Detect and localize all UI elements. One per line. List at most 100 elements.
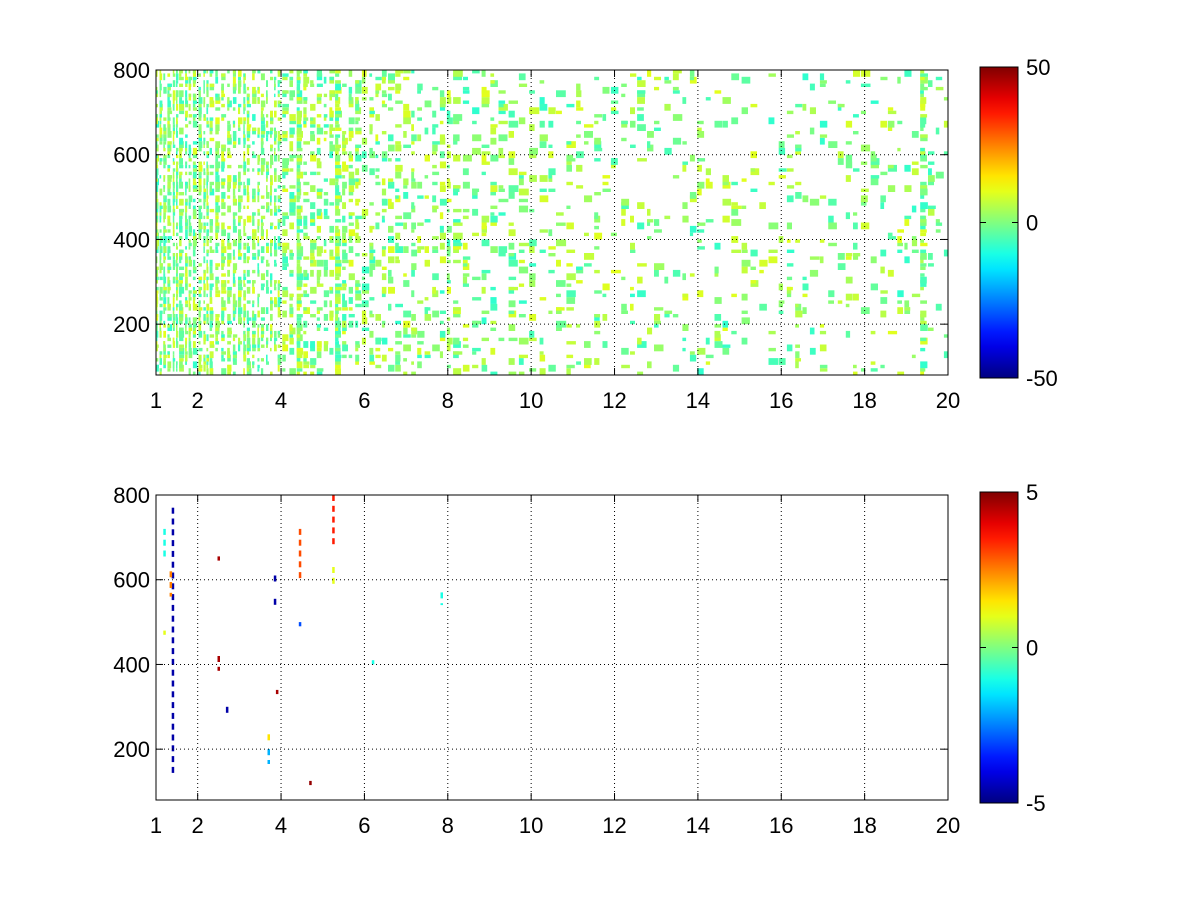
heatmap-cell [310, 154, 317, 162]
heatmap-cell [209, 70, 214, 74]
heatmap-cell [342, 147, 346, 152]
heatmap-cell [316, 127, 324, 135]
heatmap-cell [594, 137, 601, 145]
heatmap-cell [243, 290, 246, 298]
heatmap-cell [682, 273, 686, 281]
heatmap-cell [257, 188, 260, 192]
heatmap-cell [188, 178, 191, 186]
heatmap-mark [171, 745, 175, 752]
heatmap-cell [310, 249, 315, 253]
heatmap-cell [566, 290, 576, 298]
heatmap-cell [206, 249, 209, 253]
heatmap-cell [227, 300, 231, 304]
heatmap-cell [654, 86, 660, 91]
heatmap-cell [403, 273, 407, 277]
heatmap-cell [828, 222, 837, 230]
heatmap-cell [329, 236, 333, 240]
heatmap-cell [316, 83, 323, 87]
heatmap-cell [303, 236, 310, 240]
heatmap-cell [179, 273, 185, 277]
heatmap-cell [209, 344, 215, 348]
heatmap-cell [654, 320, 661, 325]
heatmap-cell [637, 76, 642, 81]
heatmap-cell [215, 324, 219, 331]
heatmap-cell [163, 178, 166, 182]
heatmap-cell [167, 249, 171, 253]
heatmap-cell [576, 185, 584, 189]
heatmap-cell [481, 364, 488, 372]
heatmap-cell [257, 368, 260, 372]
heatmap-cell [296, 256, 302, 260]
heatmap-cell [163, 246, 165, 250]
heatmap-cell [845, 253, 853, 257]
heatmap-cell [395, 361, 401, 365]
heatmap-cell [920, 361, 928, 369]
heatmap-mark [171, 572, 175, 579]
heatmap-cell [647, 361, 652, 369]
heatmap-cell [722, 327, 728, 331]
heatmap-cell [403, 192, 409, 199]
heatmap-cell [472, 208, 479, 216]
heatmap-cell [243, 188, 247, 196]
heatmap-mark [171, 734, 175, 741]
heatmap-cell [198, 330, 202, 335]
heatmap-cell [221, 73, 226, 77]
heatmap-cell [335, 83, 341, 91]
heatmap-cell [227, 124, 231, 131]
heatmap-cell [335, 144, 341, 148]
heatmap-cell [232, 344, 236, 352]
heatmap-cell [403, 178, 409, 186]
heatmap-cell [335, 70, 341, 74]
heatmap-cell [342, 202, 346, 209]
heatmap-cell [481, 317, 487, 325]
heatmap-cell [316, 97, 322, 101]
heatmap-cell [156, 137, 159, 142]
heatmap-cell [920, 134, 928, 138]
heatmap-cell [566, 158, 576, 162]
heatmap-cell [446, 181, 451, 189]
heatmap-cell [388, 93, 392, 101]
x-tick-label: 16 [769, 813, 793, 838]
heatmap-cell [566, 354, 574, 359]
heatmap-cell [705, 168, 711, 176]
heatmap-cell [335, 368, 340, 372]
heatmap-cell [697, 246, 705, 250]
heatmap-cell [176, 192, 179, 196]
heatmap-cell [203, 364, 206, 372]
heatmap-cell [156, 310, 158, 314]
heatmap-cell [167, 107, 172, 111]
heatmap-mark [309, 780, 312, 786]
heatmap-cell [381, 70, 387, 77]
heatmap-cell [490, 181, 497, 186]
heatmap-cell [179, 358, 184, 362]
heatmap-cell [610, 232, 617, 237]
heatmap-cell [209, 351, 214, 359]
heatmap-cell [179, 347, 184, 352]
heatmap-cell [179, 286, 183, 291]
heatmap-cell [227, 134, 231, 138]
heatmap-cell [277, 131, 280, 135]
heatmap-cell [282, 290, 289, 298]
heatmap-cell [518, 242, 530, 247]
heatmap-cell [439, 185, 446, 192]
heatmap-cell [243, 158, 246, 162]
heatmap-cell [637, 202, 645, 209]
heatmap-mark [332, 538, 335, 545]
heatmap-cell [179, 192, 185, 196]
heatmap-cell [172, 171, 175, 179]
heatmap-cell [289, 253, 294, 257]
heatmap-cell [156, 225, 158, 230]
heatmap-cell [192, 185, 198, 192]
heatmap-cell [167, 361, 172, 369]
heatmap-cell [342, 134, 345, 142]
heatmap-cell [348, 222, 354, 226]
heatmap-cell [156, 134, 159, 138]
heatmap-cell [329, 286, 333, 291]
heatmap-cell [335, 147, 340, 152]
heatmap-cell [342, 239, 347, 243]
heatmap-cell [920, 117, 926, 121]
heatmap-cell [539, 120, 545, 128]
heatmap-cell [355, 222, 360, 230]
heatmap-cell [257, 364, 260, 369]
heatmap-cell [188, 246, 191, 250]
